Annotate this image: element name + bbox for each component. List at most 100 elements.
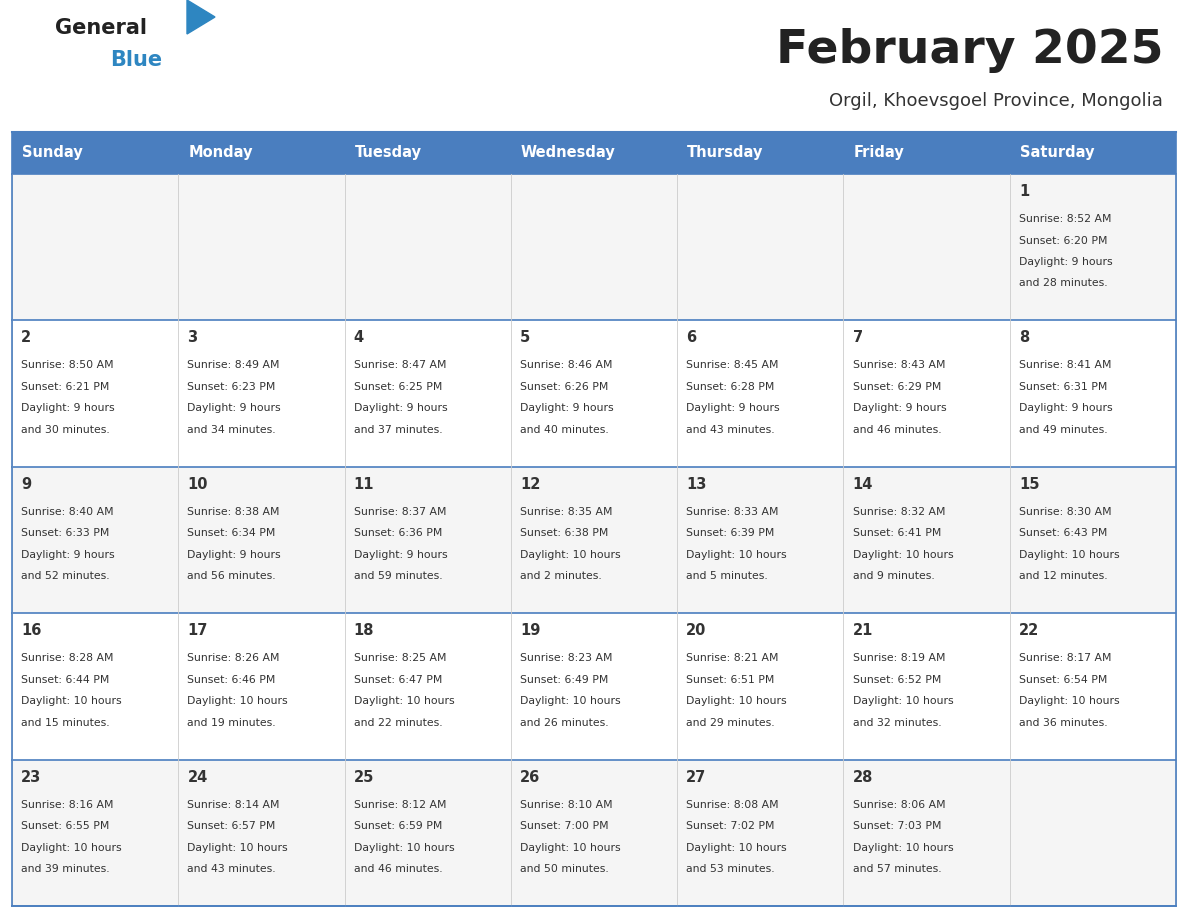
Text: Sunrise: 8:21 AM: Sunrise: 8:21 AM	[687, 654, 779, 663]
Bar	[345, 132, 511, 174]
Bar	[677, 320, 843, 466]
Text: Daylight: 9 hours: Daylight: 9 hours	[1019, 403, 1112, 413]
Text: Daylight: 9 hours: Daylight: 9 hours	[188, 550, 282, 560]
Text: Daylight: 10 hours: Daylight: 10 hours	[188, 843, 287, 853]
Text: Sunset: 6:34 PM: Sunset: 6:34 PM	[188, 528, 276, 538]
Text: 14: 14	[853, 476, 873, 492]
Text: Sunset: 6:33 PM: Sunset: 6:33 PM	[21, 528, 109, 538]
Text: Sunset: 6:46 PM: Sunset: 6:46 PM	[188, 675, 276, 685]
Text: Daylight: 10 hours: Daylight: 10 hours	[354, 696, 454, 706]
Text: Sunset: 6:36 PM: Sunset: 6:36 PM	[354, 528, 442, 538]
Text: 11: 11	[354, 476, 374, 492]
Text: Sunset: 7:00 PM: Sunset: 7:00 PM	[520, 821, 608, 831]
Text: Tuesday: Tuesday	[354, 145, 422, 161]
Text: Sunrise: 8:52 AM: Sunrise: 8:52 AM	[1019, 214, 1111, 224]
Text: Sunrise: 8:41 AM: Sunrise: 8:41 AM	[1019, 361, 1111, 370]
Text: Sunrise: 8:28 AM: Sunrise: 8:28 AM	[21, 654, 114, 663]
Bar	[511, 613, 677, 759]
Bar	[178, 759, 345, 906]
Text: Friday: Friday	[853, 145, 904, 161]
Text: and 2 minutes.: and 2 minutes.	[520, 571, 602, 581]
Text: Sunset: 6:31 PM: Sunset: 6:31 PM	[1019, 382, 1107, 392]
Text: Daylight: 10 hours: Daylight: 10 hours	[21, 843, 122, 853]
Text: 27: 27	[687, 769, 707, 785]
Bar	[677, 132, 843, 174]
Bar	[677, 174, 843, 320]
Bar	[178, 613, 345, 759]
Text: Daylight: 10 hours: Daylight: 10 hours	[188, 696, 287, 706]
Text: Daylight: 10 hours: Daylight: 10 hours	[520, 550, 620, 560]
Text: and 9 minutes.: and 9 minutes.	[853, 571, 934, 581]
Text: and 43 minutes.: and 43 minutes.	[687, 425, 775, 435]
Text: Sunset: 6:21 PM: Sunset: 6:21 PM	[21, 382, 109, 392]
Text: Sunset: 6:49 PM: Sunset: 6:49 PM	[520, 675, 608, 685]
Text: Sunrise: 8:45 AM: Sunrise: 8:45 AM	[687, 361, 779, 370]
Text: Daylight: 10 hours: Daylight: 10 hours	[1019, 696, 1119, 706]
Text: Sunset: 6:57 PM: Sunset: 6:57 PM	[188, 821, 276, 831]
Bar	[843, 174, 1010, 320]
Bar	[677, 613, 843, 759]
Text: Sunset: 6:43 PM: Sunset: 6:43 PM	[1019, 528, 1107, 538]
Text: 6: 6	[687, 330, 696, 345]
Bar	[511, 132, 677, 174]
Text: Sunrise: 8:50 AM: Sunrise: 8:50 AM	[21, 361, 114, 370]
Bar	[511, 466, 677, 613]
Text: 10: 10	[188, 476, 208, 492]
Bar	[843, 320, 1010, 466]
Text: Daylight: 10 hours: Daylight: 10 hours	[853, 843, 953, 853]
Text: and 39 minutes.: and 39 minutes.	[21, 864, 109, 874]
Bar	[12, 132, 178, 174]
Bar	[1010, 320, 1176, 466]
Text: Sunset: 6:51 PM: Sunset: 6:51 PM	[687, 675, 775, 685]
Text: Sunrise: 8:23 AM: Sunrise: 8:23 AM	[520, 654, 613, 663]
Text: 4: 4	[354, 330, 364, 345]
Text: Sunrise: 8:35 AM: Sunrise: 8:35 AM	[520, 507, 613, 517]
Text: General: General	[55, 18, 147, 38]
Text: and 46 minutes.: and 46 minutes.	[853, 425, 941, 435]
Bar	[843, 466, 1010, 613]
Text: Daylight: 10 hours: Daylight: 10 hours	[520, 843, 620, 853]
Text: Orgil, Khoevsgoel Province, Mongolia: Orgil, Khoevsgoel Province, Mongolia	[829, 92, 1163, 110]
Text: Sunrise: 8:17 AM: Sunrise: 8:17 AM	[1019, 654, 1111, 663]
Text: and 26 minutes.: and 26 minutes.	[520, 718, 608, 728]
Text: and 53 minutes.: and 53 minutes.	[687, 864, 775, 874]
Text: and 59 minutes.: and 59 minutes.	[354, 571, 442, 581]
Text: Sunset: 6:52 PM: Sunset: 6:52 PM	[853, 675, 941, 685]
Text: 17: 17	[188, 623, 208, 638]
Bar	[1010, 759, 1176, 906]
Bar	[1010, 613, 1176, 759]
Text: and 22 minutes.: and 22 minutes.	[354, 718, 442, 728]
Text: and 5 minutes.: and 5 minutes.	[687, 571, 767, 581]
Text: and 46 minutes.: and 46 minutes.	[354, 864, 442, 874]
Text: Sunrise: 8:14 AM: Sunrise: 8:14 AM	[188, 800, 280, 810]
Text: Daylight: 10 hours: Daylight: 10 hours	[853, 550, 953, 560]
Bar	[511, 174, 677, 320]
Text: Daylight: 10 hours: Daylight: 10 hours	[687, 843, 786, 853]
Text: 22: 22	[1019, 623, 1040, 638]
Text: 12: 12	[520, 476, 541, 492]
Text: Sunset: 6:28 PM: Sunset: 6:28 PM	[687, 382, 775, 392]
Text: Daylight: 9 hours: Daylight: 9 hours	[21, 403, 115, 413]
Text: Sunset: 7:02 PM: Sunset: 7:02 PM	[687, 821, 775, 831]
Bar	[12, 466, 178, 613]
Bar	[178, 320, 345, 466]
Text: Thursday: Thursday	[687, 145, 764, 161]
Text: Sunrise: 8:10 AM: Sunrise: 8:10 AM	[520, 800, 613, 810]
Text: February 2025: February 2025	[776, 28, 1163, 73]
Bar	[843, 613, 1010, 759]
Text: Sunset: 6:54 PM: Sunset: 6:54 PM	[1019, 675, 1107, 685]
Text: Daylight: 9 hours: Daylight: 9 hours	[188, 403, 282, 413]
Bar	[12, 320, 178, 466]
Text: Sunset: 6:59 PM: Sunset: 6:59 PM	[354, 821, 442, 831]
Bar	[1010, 466, 1176, 613]
Bar	[345, 320, 511, 466]
Text: 23: 23	[21, 769, 42, 785]
Text: 26: 26	[520, 769, 541, 785]
Polygon shape	[187, 0, 215, 34]
Text: Sunset: 6:41 PM: Sunset: 6:41 PM	[853, 528, 941, 538]
Text: 21: 21	[853, 623, 873, 638]
Bar	[12, 759, 178, 906]
Text: 20: 20	[687, 623, 707, 638]
Text: Sunset: 6:39 PM: Sunset: 6:39 PM	[687, 528, 775, 538]
Text: Sunrise: 8:16 AM: Sunrise: 8:16 AM	[21, 800, 114, 810]
